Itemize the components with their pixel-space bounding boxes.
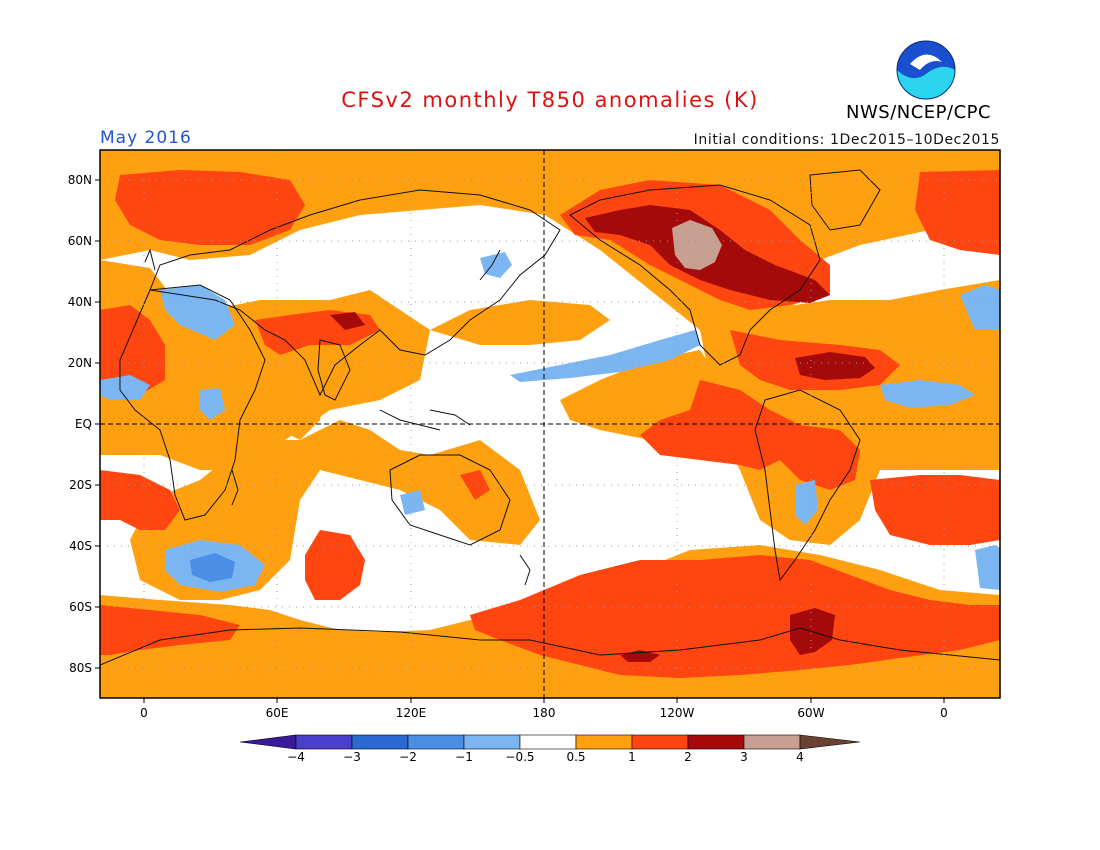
lon-label: 120E — [396, 706, 427, 720]
colorbar-bin — [743, 734, 801, 750]
lon-label: 0 — [140, 706, 148, 720]
lon-label: 60E — [266, 706, 289, 720]
lon-label: 180 — [533, 706, 556, 720]
colorbar-label: −3 — [343, 750, 361, 764]
colorbar-bin — [799, 734, 861, 750]
colorbar-bin — [239, 734, 297, 750]
lat-label: 80S — [69, 661, 92, 675]
colorbar-bin — [631, 734, 689, 750]
colorbar-bin — [687, 734, 745, 750]
lon-label: 0 — [940, 706, 948, 720]
colorbar-label: 3 — [740, 750, 748, 764]
lat-label: 40N — [68, 295, 92, 309]
lon-label: 120W — [660, 706, 695, 720]
org-label: NWS/NCEP/CPC — [846, 102, 992, 123]
lat-label: 20S — [69, 478, 92, 492]
colorbar-label: −2 — [399, 750, 417, 764]
lat-label: 60S — [69, 600, 92, 614]
lat-label: 40S — [69, 539, 92, 553]
noaa-logo-icon — [896, 40, 956, 100]
colorbar-label: −4 — [287, 750, 305, 764]
map-title: CFSv2 monthly T850 anomalies (K) — [341, 88, 759, 112]
colorbar-label: 2 — [684, 750, 692, 764]
lat-label: 20N — [68, 356, 92, 370]
lon-label: 60W — [797, 706, 824, 720]
lat-label: EQ — [75, 417, 92, 431]
colorbar-label: −1 — [455, 750, 473, 764]
colorbar-bin — [351, 734, 409, 750]
colorbar — [239, 734, 861, 750]
initial-conditions: Initial conditions: 1Dec2015–10Dec2015 — [693, 132, 1000, 148]
valid-month: May 2016 — [100, 128, 192, 148]
lat-label: 80N — [68, 173, 92, 187]
colorbar-label: −0.5 — [505, 750, 535, 764]
colorbar-bin — [295, 734, 353, 750]
colorbar-bin — [463, 734, 521, 750]
colorbar-label: 0.5 — [566, 750, 586, 764]
colorbar-bin — [519, 734, 577, 750]
colorbar-label: 1 — [628, 750, 636, 764]
colorbar-bin — [407, 734, 465, 750]
colorbar-bin — [575, 734, 633, 750]
colorbar-label: 4 — [796, 750, 804, 764]
lat-label: 60N — [68, 234, 92, 248]
